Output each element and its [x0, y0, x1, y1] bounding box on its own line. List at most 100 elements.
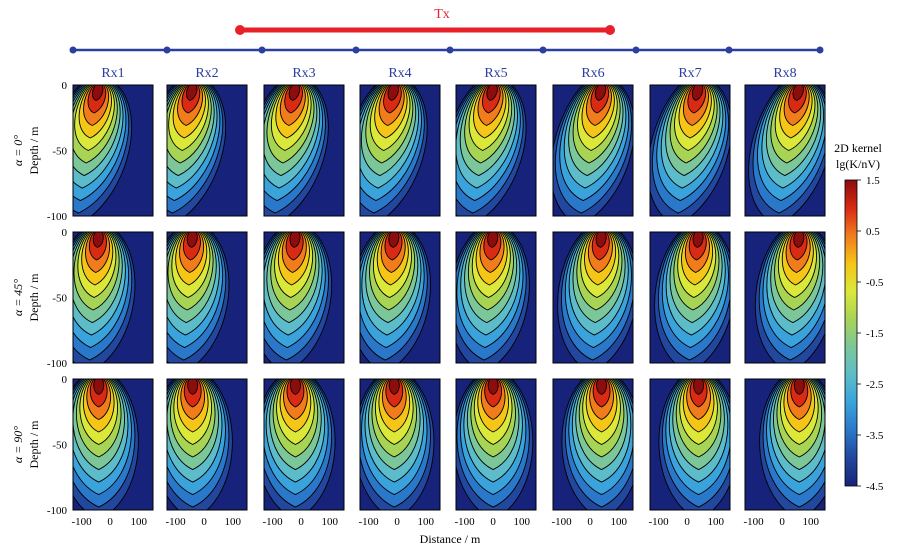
receiver-labels: Rx1 Rx2 Rx3 Rx4 Rx5 Rx6 Rx7 Rx8 — [101, 66, 796, 81]
receiver-label-rx8: Rx8 — [773, 66, 796, 81]
panel-frame — [744, 378, 826, 511]
kernel-panel-rx1-alpha45 — [72, 231, 154, 364]
panel-frame — [263, 84, 345, 217]
panel-frame — [72, 84, 154, 217]
x-tick-label: 0 — [201, 516, 207, 528]
receiver-dot — [725, 46, 733, 54]
x-tick-label: 0 — [107, 516, 113, 528]
receiver-dot — [632, 46, 640, 54]
x-tick-label: 0 — [394, 516, 400, 528]
kernel-panel-rx2-alpha0 — [166, 84, 248, 217]
tx-label: Tx — [434, 7, 450, 22]
y-tick-label: 0 — [62, 227, 68, 239]
x-tick-label: 100 — [417, 516, 434, 528]
contour-level — [186, 232, 198, 248]
colorbar — [844, 179, 858, 487]
x-tick-label: 100 — [610, 516, 627, 528]
panel-frame — [744, 231, 826, 364]
x-tick-label: -100 — [71, 516, 92, 528]
alpha-label: α = 0° — [11, 135, 25, 166]
receiver-label-rx6: Rx6 — [581, 66, 604, 81]
contour-level — [596, 379, 607, 395]
kernel-panel-rx3-alpha0 — [263, 84, 345, 217]
kernel-panels — [72, 84, 826, 511]
kernel-panel-rx7-alpha45 — [649, 231, 731, 364]
panel-frame — [263, 231, 345, 364]
contour-level — [92, 85, 104, 101]
y-tick-label: -50 — [52, 293, 67, 305]
x-tick-label: -100 — [648, 516, 669, 528]
x-tick-label: -100 — [551, 516, 572, 528]
x-tick-label: 100 — [321, 516, 338, 528]
kernel-panel-rx7-alpha0 — [649, 84, 731, 217]
kernel-panel-rx4-alpha90 — [359, 378, 441, 511]
contour-level — [290, 379, 301, 395]
kernel-panel-rx4-alpha0 — [359, 84, 441, 217]
colorbar-tick-label: -2.5 — [866, 379, 884, 391]
y-tick-label: -100 — [47, 505, 68, 517]
x-tick-label: -100 — [262, 516, 283, 528]
y-tick-label: 0 — [62, 374, 68, 386]
contour-level — [594, 85, 607, 101]
y-tick-label: -100 — [47, 211, 68, 223]
receiver-dot — [163, 46, 171, 54]
receiver-dot — [352, 46, 360, 54]
receiver-dot — [258, 46, 266, 54]
kernel-panel-rx6-alpha45 — [552, 231, 634, 364]
contour-level — [693, 379, 704, 395]
x-axis-label: Distance / m — [420, 532, 481, 546]
receiver-markers — [69, 46, 824, 54]
contour-level — [792, 85, 804, 101]
contour-level — [388, 232, 400, 248]
panel-frame — [649, 231, 731, 364]
contour-level — [691, 85, 704, 101]
kernel-panel-rx7-alpha90 — [649, 378, 731, 511]
x-tick-label: -100 — [743, 516, 764, 528]
kernel-panel-rx4-alpha45 — [359, 231, 441, 364]
x-tick-label: 100 — [224, 516, 241, 528]
panel-frame — [552, 378, 634, 511]
contour-level — [92, 232, 104, 248]
y-tick-label: -100 — [47, 358, 68, 370]
colorbar-tick-label: -1.5 — [866, 328, 884, 340]
contour-level — [487, 232, 499, 248]
receiver-label-rx1: Rx1 — [101, 66, 124, 81]
x-tick-label: 0 — [298, 516, 304, 528]
colorbar-tick-label: -4.5 — [866, 481, 884, 493]
x-axes: -100 0 100 -100 0 100 -100 0 100 -100 0 100 -100 0 100… — [71, 516, 819, 528]
panel-frame — [72, 231, 154, 364]
contour-level — [93, 379, 105, 395]
contour-level — [595, 232, 607, 248]
x-tick-label: 0 — [779, 516, 785, 528]
x-tick-label: -100 — [454, 516, 475, 528]
kernel-panel-rx5-alpha45 — [455, 231, 537, 364]
y-tick-label: -50 — [52, 146, 67, 158]
colorbar-tick-label: 0.5 — [866, 226, 880, 238]
contour-level — [288, 85, 301, 101]
kernel-panel-rx5-alpha90 — [455, 378, 537, 511]
kernel-panel-rx2-alpha45 — [166, 231, 248, 364]
panel-frame — [455, 231, 537, 364]
kernel-panel-rx6-alpha90 — [552, 378, 634, 511]
contour-level — [487, 379, 499, 395]
colorbar-title-1: 2D kernel — [834, 141, 882, 155]
contour-level — [486, 85, 498, 101]
kernel-panel-rx5-alpha0 — [455, 84, 537, 217]
x-tick-label: -100 — [165, 516, 186, 528]
panel-frame — [263, 378, 345, 511]
x-tick-label: 0 — [684, 516, 690, 528]
colorbar-tick-label: -3.5 — [866, 430, 884, 442]
contour-level — [388, 379, 400, 395]
kernel-panel-rx8-alpha0 — [744, 84, 826, 217]
x-tick-label: -100 — [358, 516, 379, 528]
panel-frame — [649, 84, 731, 217]
panel-frame — [72, 378, 154, 511]
tx-left-end — [235, 25, 245, 35]
panel-frame — [649, 378, 731, 511]
panel-frame — [455, 84, 537, 217]
kernel-panel-rx1-alpha0 — [72, 84, 154, 217]
colorbar-ticks: 1.5 0.5 -0.5 -1.5 -2.5 -3.5 -4.5 — [857, 175, 884, 493]
